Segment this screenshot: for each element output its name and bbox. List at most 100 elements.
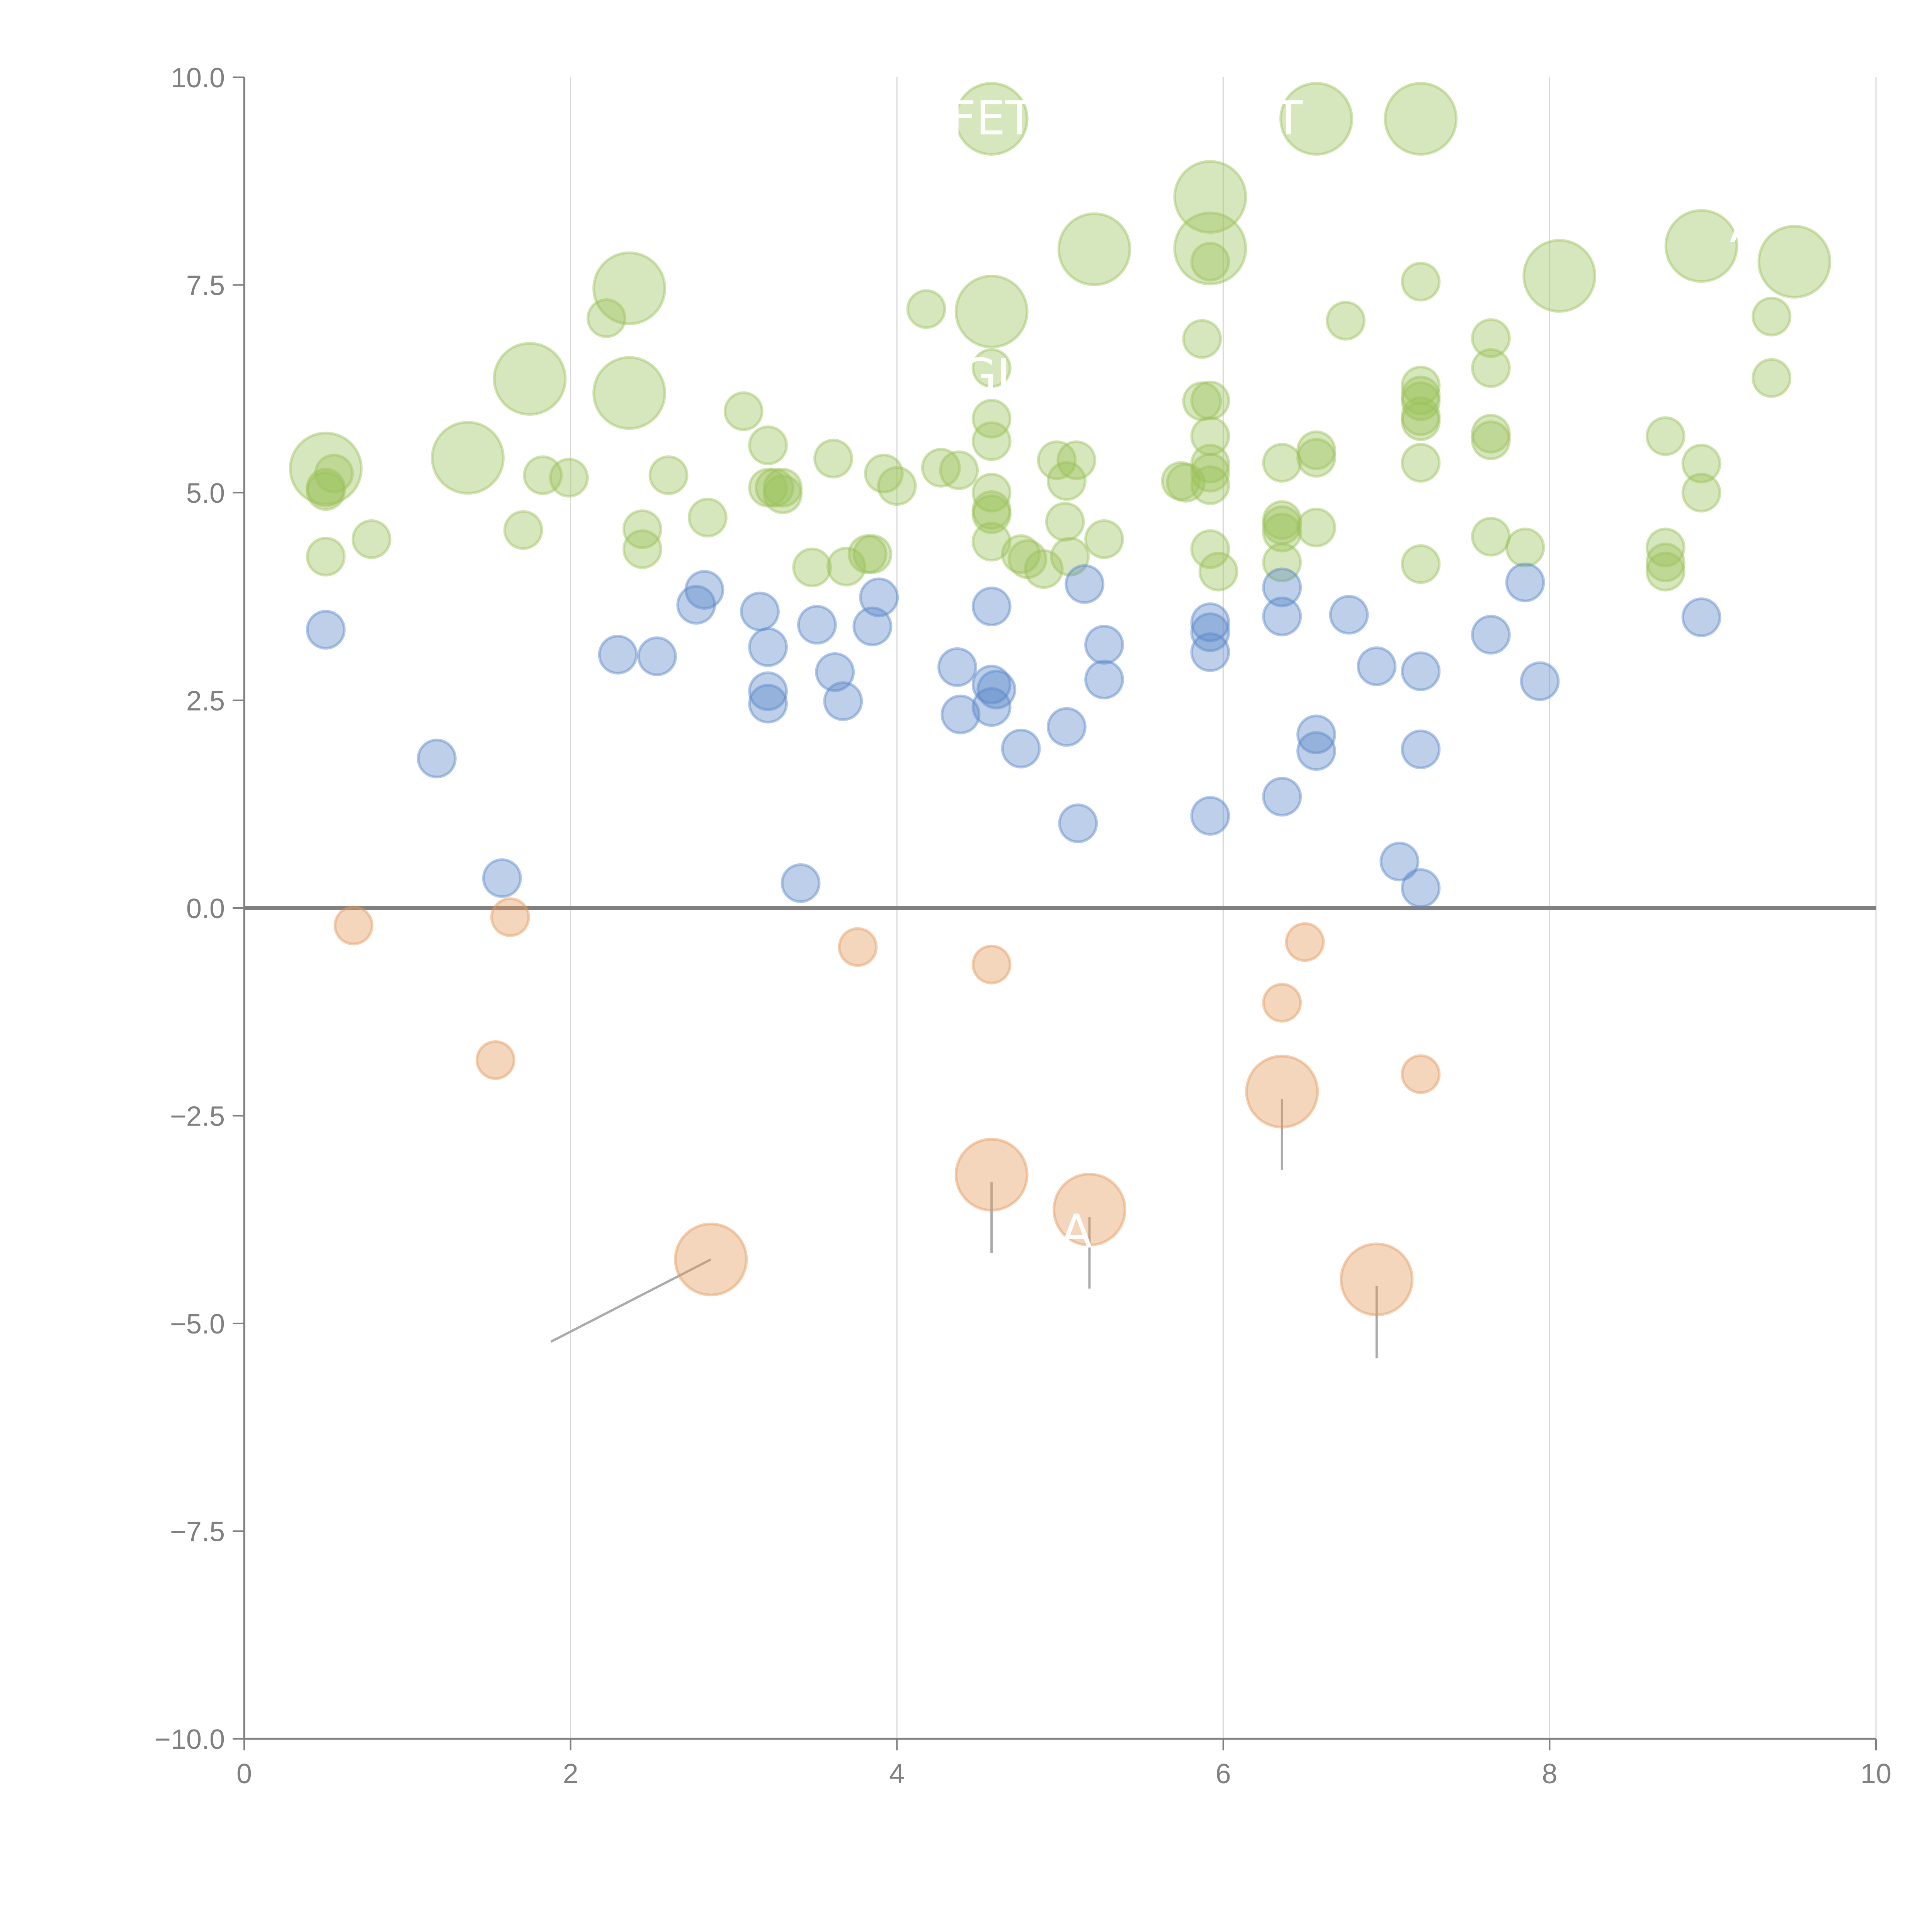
data-point-green <box>813 439 854 479</box>
data-point-green <box>1664 209 1738 283</box>
data-point-green <box>1279 82 1354 156</box>
data-point-green <box>1752 358 1792 398</box>
data-point-green <box>847 534 888 574</box>
data-point-blue <box>852 606 893 646</box>
data-point-orange <box>954 1138 1029 1212</box>
data-point-blue <box>598 634 638 675</box>
data-point-blue <box>1084 624 1124 665</box>
data-point-green <box>1190 416 1230 456</box>
data-point-green <box>687 498 728 537</box>
data-point-green <box>971 490 1012 530</box>
data-point-blue <box>684 570 724 610</box>
data-point-green <box>921 448 961 488</box>
point-annotation: GL <box>961 349 1022 403</box>
data-point-blue <box>1401 868 1441 908</box>
data-point-blue <box>637 636 677 677</box>
data-point-green <box>748 468 788 508</box>
data-point-green <box>954 274 1029 349</box>
data-point-green <box>1007 539 1048 579</box>
data-point-green <box>723 391 764 431</box>
data-point-green <box>351 519 391 559</box>
data-point-green <box>306 537 346 577</box>
data-point-green <box>971 522 1012 562</box>
data-point-green <box>1645 527 1685 568</box>
data-point-blue <box>676 585 716 625</box>
data-point-green <box>622 529 662 569</box>
data-point-green <box>1471 517 1511 557</box>
data-point-blue <box>971 687 1012 727</box>
data-point-green <box>1522 239 1597 313</box>
data-point-green <box>1190 242 1230 282</box>
data-point-green <box>1024 549 1064 589</box>
data-point-blue <box>1001 728 1041 769</box>
data-point-green <box>1401 375 1441 415</box>
data-point-green <box>826 546 866 587</box>
data-point-green <box>1505 527 1545 568</box>
data-point-green <box>622 509 662 549</box>
data-point-blue <box>1262 567 1302 607</box>
data-point-green <box>549 457 589 498</box>
data-point-blue <box>859 577 899 617</box>
x-tick-label: 4 <box>889 1759 905 1789</box>
point-annotation: A <box>1730 200 1761 253</box>
data-point-green <box>1037 440 1077 480</box>
data-point-green <box>971 348 1012 388</box>
data-point-green <box>1262 505 1302 545</box>
data-point-orange <box>333 905 374 946</box>
data-point-green <box>1190 465 1230 505</box>
data-point-green <box>971 421 1012 461</box>
data-point-green <box>1752 296 1792 337</box>
data-point-green <box>1401 401 1441 441</box>
series-blue <box>306 562 1721 908</box>
data-point-green <box>1471 420 1511 461</box>
data-point-blue <box>1190 602 1230 642</box>
data-point-green <box>592 356 667 430</box>
bubbles <box>289 82 1832 1316</box>
data-point-green <box>1471 413 1511 454</box>
data-point-blue <box>1401 651 1441 691</box>
data-point-blue <box>971 587 1012 627</box>
data-point-green <box>1190 452 1230 493</box>
x-tick-label: 6 <box>1216 1759 1231 1789</box>
data-point-green <box>1401 366 1441 406</box>
data-point-blue <box>797 605 837 645</box>
data-point-green <box>587 298 627 338</box>
y-tick-label: 0.0 <box>186 893 225 924</box>
point-annotation: FET <box>949 92 1034 146</box>
y-tick-label: −10.0 <box>155 1724 225 1755</box>
data-point-green <box>1045 502 1085 542</box>
x-tick-label: 2 <box>563 1759 578 1789</box>
annotations: FET T GL A A <box>949 92 1761 1259</box>
data-point-orange <box>838 927 878 967</box>
data-point-green <box>648 455 689 495</box>
series-orange <box>333 897 1441 1316</box>
data-point-blue <box>1262 777 1302 817</box>
y-tick-label: 7.5 <box>186 270 225 301</box>
data-point-orange <box>1262 983 1302 1023</box>
data-point-green <box>939 450 979 490</box>
data-point-green <box>1401 262 1441 302</box>
data-point-green <box>1326 301 1366 341</box>
data-point-blue <box>1084 660 1124 700</box>
data-point-blue <box>940 694 981 735</box>
data-point-blue <box>1046 707 1087 747</box>
data-point-green <box>1645 416 1685 456</box>
data-point-blue <box>1520 661 1560 701</box>
data-point-blue <box>1296 731 1337 771</box>
data-point-green <box>1161 461 1201 501</box>
data-point-green <box>1050 537 1090 577</box>
data-point-green <box>763 474 803 514</box>
data-point-orange <box>1245 1054 1319 1129</box>
data-point-green <box>1198 551 1238 592</box>
data-point-green <box>1262 443 1302 483</box>
data-point-green <box>1262 512 1302 553</box>
data-point-green <box>852 534 893 574</box>
data-point-blue <box>1681 597 1721 637</box>
data-point-blue <box>417 738 457 779</box>
y-tick-label: 5.0 <box>186 478 225 509</box>
data-point-green <box>493 342 567 416</box>
data-point-blue <box>1379 842 1420 882</box>
data-point-green <box>971 399 1012 439</box>
data-point-blue <box>976 670 1017 710</box>
